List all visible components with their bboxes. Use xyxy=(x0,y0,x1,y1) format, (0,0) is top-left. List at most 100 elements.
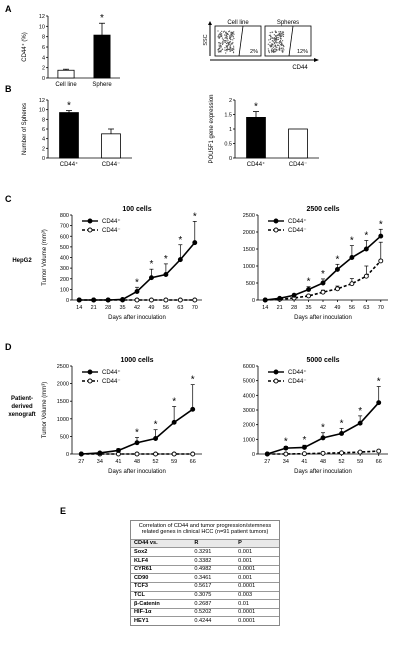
flow-event-dot xyxy=(277,37,279,39)
c-100-title: 100 cells xyxy=(122,206,151,213)
table-row: KLF4 0.3382 0.001 xyxy=(131,556,279,566)
flow-event-dot xyxy=(230,35,233,37)
flow-event-dot xyxy=(282,47,284,49)
flow-event-dot xyxy=(268,39,270,41)
c-2500-series-point xyxy=(349,281,355,287)
flow-event-dot xyxy=(269,38,271,41)
flow-event-dot xyxy=(273,51,275,53)
table-row: HEY1 0.4244 0.0001 xyxy=(131,616,279,625)
a-bar-y-tick-label: 0 xyxy=(42,76,45,82)
flow-event-dot xyxy=(276,42,278,44)
b-pou-significance-star: * xyxy=(254,102,258,113)
table-cell: 0.5202 xyxy=(191,607,236,617)
c-2500-y-tick-label: 0 xyxy=(252,298,255,304)
c-100-series-point xyxy=(192,297,198,303)
c-100-x-tick-label: 56 xyxy=(163,305,169,311)
table-row: TCF3 0.5617 0.0001 xyxy=(131,581,279,591)
flow-event-dot xyxy=(219,32,222,34)
flow-event-dot xyxy=(230,39,232,41)
table-row: CYR61 0.4982 0.0001 xyxy=(131,564,279,574)
flow-event-dot xyxy=(230,32,232,34)
c-100-legend-label: CD44⁻ xyxy=(102,228,121,234)
d-5000-x-tick-label: 41 xyxy=(301,459,307,465)
flow-event-dot xyxy=(225,52,227,54)
d-5000-series-point xyxy=(264,451,270,457)
flow-event-dot xyxy=(221,34,223,36)
c-100-x-tick-label: 21 xyxy=(91,305,97,311)
panel-letter-a: A xyxy=(5,4,12,14)
flow-event-dot xyxy=(233,33,235,35)
a-bar-y-tick-label: 4 xyxy=(42,55,45,61)
flow-event-dot xyxy=(220,46,222,48)
d-5000-series-point xyxy=(376,448,382,454)
flow-event-dot xyxy=(277,42,279,44)
table-header-row: CD44 vs. R P xyxy=(131,538,279,548)
c-100-y-tick-label: 100 xyxy=(60,287,69,293)
d-5000-y-tick-label: 2000 xyxy=(243,423,255,429)
flow-event-dot xyxy=(228,42,230,44)
b-spheres-y-tick-label: 4 xyxy=(42,137,45,143)
d-1000-significance-star: * xyxy=(154,420,158,431)
flow-event-dot xyxy=(228,30,230,33)
flow-event-dot xyxy=(274,44,276,47)
table-cell: TCL xyxy=(131,590,192,600)
c-100-significance-star: * xyxy=(193,211,197,222)
flow-event-dot xyxy=(271,45,273,48)
flow-event-dot xyxy=(279,41,282,43)
flow-event-dot xyxy=(217,35,220,37)
d-5000-x-tick-label: 66 xyxy=(376,459,382,465)
c-100-x-tick-label: 70 xyxy=(192,305,198,311)
table-cell: 0.001 xyxy=(235,556,279,566)
d-1000-legend-marker xyxy=(87,378,93,384)
flow-event-dot xyxy=(272,43,274,45)
flow-event-dot xyxy=(269,45,271,47)
c-100-legend-label: CD44⁺ xyxy=(102,218,121,225)
c-2500-y-tick-label: 2000 xyxy=(243,230,255,236)
flow-event-dot xyxy=(280,37,282,39)
table-cell: 0.0001 xyxy=(235,616,279,625)
d-1000-series-point xyxy=(134,440,140,446)
flow-event-dot xyxy=(282,35,285,37)
flow-event-dot xyxy=(226,41,229,43)
flow-event-dot xyxy=(231,43,234,45)
c-100-x-tick-label: 14 xyxy=(76,305,82,311)
d-5000-significance-star: * xyxy=(302,435,306,446)
c-2500-x-tick-label: 28 xyxy=(291,305,297,311)
d-5000-series-point xyxy=(339,431,345,436)
flow-event-dot xyxy=(273,42,276,44)
a-bar-x-tick-label: Sphere xyxy=(92,82,112,88)
cd44-label: CD44 xyxy=(292,65,308,71)
d-1000-series-point xyxy=(153,451,159,457)
flow-event-dot xyxy=(225,48,228,51)
flow-event-dot xyxy=(282,33,284,36)
table-cell: CD90 xyxy=(131,573,192,583)
d-1000-series-point xyxy=(190,406,196,412)
b-spheres-y-tick-label: 8 xyxy=(42,117,45,123)
b-spheres-x-tick-label: CD44⁺ xyxy=(60,161,79,168)
c-100-legend-marker xyxy=(87,227,93,233)
c-100-legend-marker xyxy=(87,218,93,224)
flow-box-title: Spheres xyxy=(277,20,299,26)
d-5000-x-tick-label: 59 xyxy=(357,459,363,465)
b-spheres-y-tick-label: 10 xyxy=(39,108,45,114)
c-100-series-point xyxy=(134,297,140,303)
d-5000-x-tick-label: 52 xyxy=(339,459,345,465)
table-cell: 0.003 xyxy=(235,590,279,600)
d-5000-series-point xyxy=(320,450,326,456)
d-1000-x-tick-label: 66 xyxy=(190,459,196,465)
flow-event-dot xyxy=(276,39,278,41)
flow-event-dot xyxy=(282,50,284,52)
c-100-y-tick-label: 700 xyxy=(60,224,69,230)
d-5000-series-point xyxy=(376,400,382,406)
flow-event-dot xyxy=(269,41,271,43)
flow-event-dot xyxy=(226,48,229,51)
flow-event-dot xyxy=(276,48,278,50)
flow-event-dot xyxy=(278,49,280,51)
b-pou-y-tick-label: 1 xyxy=(229,127,232,133)
flow-event-dot xyxy=(279,34,282,36)
c-2500-x-tick-label: 42 xyxy=(320,305,326,311)
d-5000-y-tick-label: 3000 xyxy=(243,408,255,414)
c-2500-series-point xyxy=(291,292,297,298)
d-1000-y-tick-label: 2000 xyxy=(57,382,69,388)
